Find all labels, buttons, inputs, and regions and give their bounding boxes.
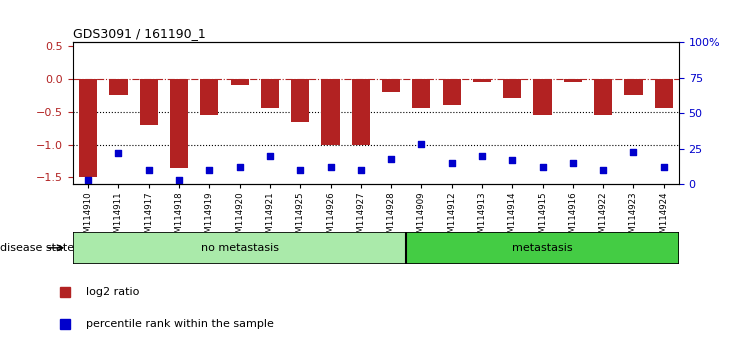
Bar — [291, 79, 310, 121]
Bar — [79, 79, 97, 177]
Bar — [200, 79, 218, 115]
Bar — [407, 232, 679, 264]
Point — [537, 164, 548, 170]
Bar — [73, 232, 407, 264]
Bar — [564, 79, 582, 82]
Point — [264, 153, 276, 159]
Text: disease state: disease state — [0, 243, 74, 253]
Point — [294, 167, 306, 173]
Text: no metastasis: no metastasis — [201, 243, 279, 253]
Bar — [352, 79, 370, 144]
Bar — [624, 79, 642, 95]
Bar — [655, 79, 673, 108]
Point — [658, 164, 669, 170]
Bar — [412, 79, 431, 108]
Point — [476, 153, 488, 159]
Bar — [261, 79, 279, 108]
Point — [112, 150, 124, 156]
Bar — [170, 79, 188, 167]
Point — [597, 167, 609, 173]
Bar — [382, 79, 400, 92]
Bar — [110, 79, 128, 95]
Point — [385, 156, 397, 161]
Point — [173, 177, 185, 183]
Bar — [442, 79, 461, 105]
Bar — [503, 79, 521, 98]
Point — [143, 167, 155, 173]
Text: percentile rank within the sample: percentile rank within the sample — [86, 319, 274, 329]
Point — [82, 177, 94, 183]
Bar — [473, 79, 491, 82]
Text: metastasis: metastasis — [512, 243, 573, 253]
Bar — [231, 79, 249, 85]
Bar — [534, 79, 552, 115]
Bar — [139, 79, 158, 125]
Point — [204, 167, 215, 173]
Point — [234, 164, 245, 170]
Text: log2 ratio: log2 ratio — [86, 287, 139, 297]
Point — [415, 142, 427, 147]
Point — [628, 149, 639, 154]
Bar — [321, 79, 339, 144]
Point — [446, 160, 458, 166]
Bar — [594, 79, 612, 115]
Point — [355, 167, 366, 173]
Text: GDS3091 / 161190_1: GDS3091 / 161190_1 — [73, 27, 206, 40]
Point — [567, 160, 579, 166]
Point — [507, 157, 518, 163]
Point — [325, 164, 337, 170]
